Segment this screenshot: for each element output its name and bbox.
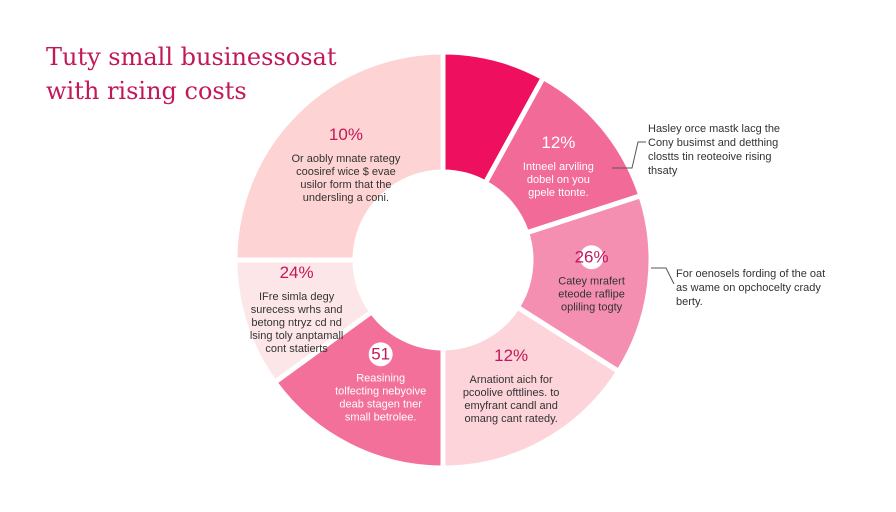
slice-text-1-2: gpele ttonte.	[528, 187, 589, 199]
percent-badge-4	[368, 342, 393, 367]
slice-text-3-1: pcoolive ofttlines. to	[463, 387, 560, 399]
callout-leader-top	[612, 141, 646, 169]
slice-text-3-0: Arnationt aich for	[470, 374, 553, 386]
slice-text-4-3: small betrolee.	[345, 411, 417, 423]
slice-text-5-1: surecess wrhs and	[251, 304, 343, 316]
slice-text-2-2: opliling togty	[561, 301, 623, 313]
slice-percent-label-3: 12%	[494, 346, 528, 365]
slice-text-4-2: deab stagen tner	[339, 398, 422, 410]
slice-percent-label-4: 51	[371, 344, 390, 363]
pie-slice-1	[481, 74, 644, 236]
slice-percent-label-6: 10%	[329, 125, 363, 144]
slice-percent-label-2: 26%	[575, 247, 609, 266]
slice-text-2-0: Catey mrafert	[558, 275, 625, 287]
pie-slice-3	[440, 303, 623, 471]
slice-text-6-1: coosiref wice $ evae	[296, 166, 396, 178]
slice-text-6-0: Or aobly mnate rategy	[292, 153, 401, 165]
slice-text-5-0: IFre simla degy	[259, 291, 335, 303]
slice-text-6-2: usilor form that the	[300, 179, 391, 191]
slice-text-6-3: undersling a coni.	[303, 192, 389, 204]
slice-text-1-1: dobel on you	[527, 174, 590, 186]
callout-top-right: Hasley orce mastk lacg the Cony busimst …	[648, 123, 781, 177]
slice-text-5-4: cont statierts	[265, 343, 328, 355]
pie-slice-6	[232, 49, 446, 263]
slice-percent-label-5: 24%	[280, 263, 314, 282]
slice-text-1-0: Intneel arviling	[523, 161, 594, 173]
slice-text-3-3: omang cant ratedy.	[464, 413, 557, 425]
slice-text-5-3: lsing toly anptamall	[250, 330, 344, 342]
slice-text-5-2: betong ntryz cd nd	[251, 317, 342, 329]
slice-text-3-2: emyfrant candl and	[464, 400, 558, 412]
callout-right: For oenosels fording of the oat as wame …	[676, 268, 826, 308]
slice-text-4-1: tolfecting nebyoive	[335, 385, 426, 397]
percent-badge-2	[579, 245, 604, 270]
slice-text-2-1: eteode raflipe	[558, 288, 625, 300]
slice-text-4-0: Reasining	[356, 372, 405, 384]
chart-title: Tuty small businessosat with rising cost…	[46, 43, 337, 105]
callout-leader-right	[651, 267, 675, 285]
pie-slice-4	[271, 308, 446, 471]
slice-percent-label-1: 12%	[541, 133, 575, 152]
